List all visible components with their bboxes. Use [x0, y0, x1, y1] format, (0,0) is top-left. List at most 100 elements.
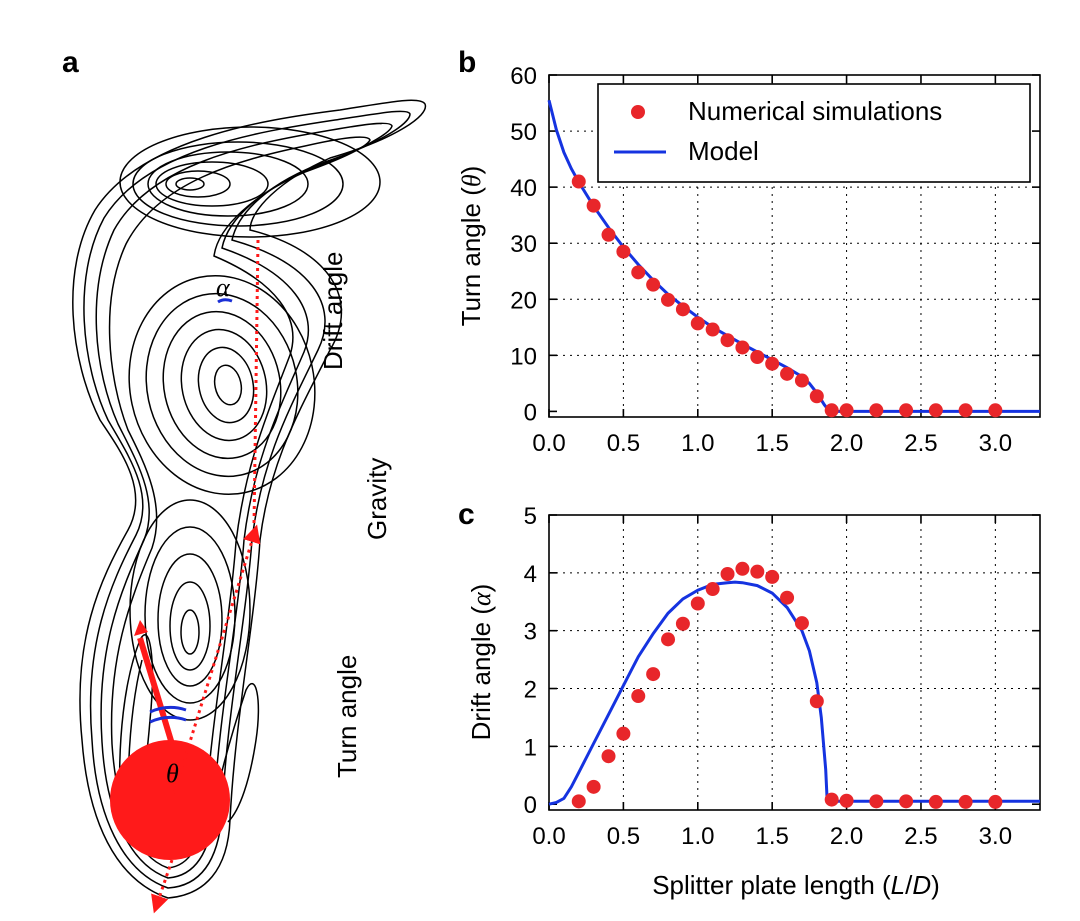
c-y-tick-label: 3	[524, 619, 537, 646]
c-simulation-point	[839, 793, 854, 808]
c-y-tick-label: 2	[524, 677, 537, 704]
turn-angle-arc-1	[149, 705, 187, 714]
b-simulation-point	[720, 333, 735, 348]
b-simulation-point	[899, 403, 914, 418]
upper-vortex-ring-2	[132, 141, 344, 227]
drift-angle-arc	[217, 298, 233, 304]
legend-point-marker	[631, 105, 645, 119]
b-simulation-point	[661, 292, 676, 307]
c-simulation-point	[958, 794, 973, 809]
middle-vortex-ring-5	[197, 346, 255, 424]
b-y-tick-label: 40	[510, 175, 537, 202]
c-x-tick-label: 0.5	[607, 823, 640, 850]
c-simulation-point	[899, 794, 914, 809]
c-simulation-point	[869, 794, 884, 809]
c-simulation-point	[601, 749, 616, 764]
b-simulation-point	[631, 265, 646, 280]
b-simulation-point	[616, 244, 631, 259]
c-simulation-point	[631, 689, 646, 704]
drift-angle-label: Drift angle	[318, 252, 348, 371]
upper-vortex-ring-6	[175, 177, 205, 191]
c-simulation-point	[720, 567, 735, 581]
c-simulation-point	[794, 616, 809, 631]
alpha-symbol: α	[216, 273, 231, 302]
b-y-tick-label: 30	[510, 231, 537, 258]
chart-c-x-tick-labels: 0.0 0.5 1.0 1.5 2.0 2.5 3.0	[532, 823, 1012, 850]
legend-model-label: Model	[688, 136, 759, 166]
chart-c-grid	[549, 515, 1040, 810]
upper-vortex-ring-1	[119, 126, 381, 238]
c-x-tick-label: 2.5	[904, 823, 937, 850]
b-simulation-point	[705, 322, 720, 337]
c-simulation-point	[705, 582, 720, 597]
b-simulation-point	[586, 198, 601, 213]
chart-b-y-tick-labels: 0 10 20 30 40 50 60	[510, 63, 537, 426]
panel-b-letter: b	[458, 46, 476, 79]
chart-b-y-axis-label: Turn angle (θ)	[456, 166, 486, 327]
b-simulation-point	[765, 356, 780, 371]
b-y-tick-label: 10	[510, 343, 537, 370]
b-simulation-point	[571, 174, 586, 189]
chart-b-ticks	[548, 74, 1040, 417]
c-y-tick-label: 1	[524, 734, 537, 761]
upper-vortex-ring-3	[147, 151, 309, 217]
b-simulation-point	[780, 366, 795, 381]
chart-c-y-tick-labels: 0 1 2 3 4 5	[524, 503, 537, 819]
b-simulation-point	[869, 403, 884, 418]
c-simulation-point	[988, 794, 1003, 809]
cylinder-body	[110, 740, 230, 860]
b-x-tick-label: 0.0	[532, 430, 565, 457]
b-simulation-point	[646, 277, 661, 292]
b-x-tick-label: 1.5	[755, 430, 788, 457]
lower-wake-ring-5	[180, 609, 200, 655]
legend-simulations-label: Numerical simulations	[688, 96, 942, 126]
b-simulation-point	[690, 316, 705, 331]
c-simulation-point	[690, 596, 705, 611]
middle-vortex-ring-4	[180, 328, 268, 442]
lower-wake-ring-2	[144, 526, 236, 704]
b-y-tick-label: 50	[510, 119, 537, 146]
b-y-tick-label: 60	[510, 63, 537, 90]
middle-vortex-ring-1	[128, 274, 316, 496]
chart-c-x-axis-label: Splitter plate length (L/D)	[652, 870, 940, 900]
c-y-tick-label: 0	[524, 792, 537, 819]
shear-layer-right	[214, 682, 260, 823]
b-simulation-point	[794, 373, 809, 388]
c-simulation-point	[735, 561, 750, 576]
b-x-tick-label: 3.0	[979, 430, 1012, 457]
b-simulation-point	[601, 227, 616, 242]
upper-vortex-ring-5	[165, 170, 231, 198]
b-x-tick-label: 2.0	[830, 430, 863, 457]
b-simulation-point	[958, 403, 973, 418]
b-x-tick-label: 2.5	[904, 430, 937, 457]
c-simulation-point	[780, 590, 795, 605]
b-simulation-point	[824, 403, 839, 418]
b-y-tick-label: 0	[524, 399, 537, 426]
c-simulation-point	[750, 564, 765, 579]
c-simulation-point	[586, 779, 601, 794]
chart-b-frame	[548, 74, 1041, 418]
chart-b-simulation-points	[571, 174, 1003, 418]
c-x-tick-label: 2.0	[830, 823, 863, 850]
splitter-plate	[137, 637, 175, 745]
panel-c: c 0 1 2 3 4 5 0.0 0.5 1.0 1.5 2.0 2.5 3.0 Drift ang…	[458, 498, 1041, 900]
b-y-tick-label: 20	[510, 287, 537, 314]
panel-b: b 0 10 20 30 40 50 60 0.0 0.5 1.0 1.5 2.0 2.5 3.0 Tu…	[456, 46, 1041, 457]
c-simulation-point	[928, 794, 943, 809]
chart-c-model-line	[548, 580, 1040, 806]
b-x-tick-label: 0.5	[607, 430, 640, 457]
gravity-label: Gravity	[362, 458, 392, 540]
c-simulation-point	[646, 667, 661, 682]
b-simulation-point	[675, 302, 690, 317]
fall-direction-arrow	[151, 859, 174, 914]
middle-vortex-ring-3	[162, 310, 282, 460]
legend: Numerical simulations Model	[597, 83, 1031, 183]
b-simulation-point	[839, 403, 854, 418]
c-x-tick-label: 1.5	[755, 823, 788, 850]
c-simulation-point	[824, 792, 839, 807]
panel-a: a	[62, 46, 427, 914]
turn-angle-label: Turn angle	[332, 655, 362, 778]
panel-c-letter: c	[458, 498, 475, 531]
middle-vortex-ring-6	[213, 364, 243, 406]
